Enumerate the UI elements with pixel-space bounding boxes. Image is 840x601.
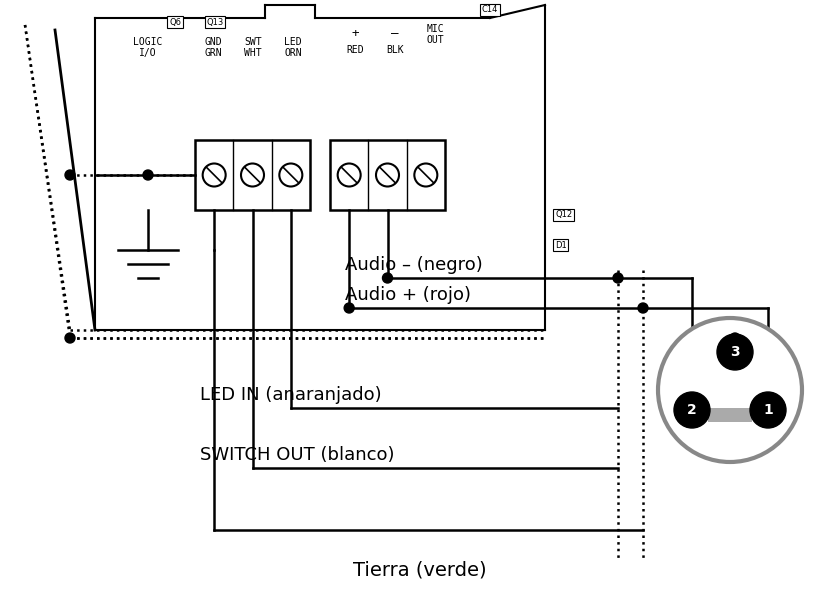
Text: SWT
WHT: SWT WHT: [244, 37, 262, 58]
Text: Q12: Q12: [555, 210, 572, 219]
Text: LED IN (anaranjado): LED IN (anaranjado): [200, 386, 381, 404]
Text: MIC
OUT: MIC OUT: [426, 24, 444, 45]
Text: +: +: [351, 27, 359, 40]
Circle shape: [202, 163, 226, 186]
Circle shape: [414, 163, 438, 186]
Circle shape: [241, 163, 264, 186]
Text: Q6: Q6: [169, 17, 181, 26]
Bar: [708, 409, 752, 423]
Circle shape: [376, 163, 399, 186]
Text: GND
GRN: GND GRN: [204, 37, 222, 58]
Text: LOGIC
I/O: LOGIC I/O: [134, 37, 163, 58]
Text: Q13: Q13: [207, 17, 223, 26]
Circle shape: [280, 163, 302, 186]
Circle shape: [382, 273, 392, 283]
Text: Audio – (negro): Audio – (negro): [345, 256, 483, 274]
Text: LED
ORN: LED ORN: [284, 37, 302, 58]
Text: C14: C14: [482, 5, 498, 14]
Circle shape: [674, 392, 710, 428]
Text: 2: 2: [687, 403, 697, 417]
Bar: [195, 140, 310, 210]
Text: Audio + (rojo): Audio + (rojo): [345, 286, 471, 304]
Circle shape: [613, 273, 623, 283]
Circle shape: [717, 334, 753, 370]
Text: 1: 1: [763, 403, 773, 417]
Text: SWITCH OUT (blanco): SWITCH OUT (blanco): [200, 446, 395, 464]
Circle shape: [730, 333, 740, 343]
Circle shape: [65, 170, 75, 180]
Text: –: –: [391, 27, 399, 40]
Circle shape: [750, 392, 786, 428]
Circle shape: [143, 170, 153, 180]
Text: Tierra (verde): Tierra (verde): [353, 561, 487, 580]
Circle shape: [338, 163, 360, 186]
Circle shape: [638, 303, 648, 313]
Text: BLK: BLK: [386, 45, 404, 55]
Bar: [330, 140, 445, 210]
Circle shape: [65, 333, 75, 343]
Text: 3: 3: [730, 345, 740, 359]
Text: D1: D1: [555, 240, 567, 249]
Circle shape: [344, 303, 354, 313]
Circle shape: [658, 318, 802, 462]
Text: RED: RED: [346, 45, 364, 55]
